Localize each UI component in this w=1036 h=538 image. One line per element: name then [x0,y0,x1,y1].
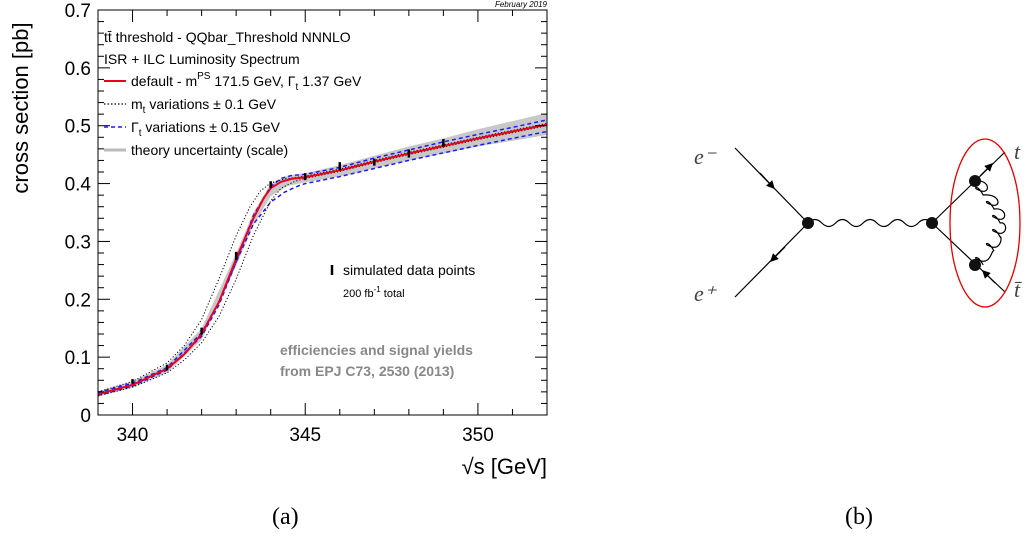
legend: tt̄ threshold - QQbar_Threshold NNNLO IS… [104,29,362,158]
x-tick-label: 350 [462,425,494,446]
label-e-minus: e⁻ [694,144,718,169]
label-e-plus: e⁺ [694,281,718,306]
electron-arrow [759,172,775,190]
y-tick-label: 0.4 [65,175,92,196]
y-tick-label: 0.5 [65,117,91,138]
legend-entry-default: default - mPS 171.5 GeV, Γt 1.37 GeV [131,71,362,93]
data-points-label: simulated data points [343,262,475,278]
series-line-default [97,123,548,396]
vertex-ee [802,217,814,229]
caption-b: (b) [845,504,873,530]
positron-arrow [770,246,786,262]
data-points-legend: simulated data points 200 fb-1 total [330,262,475,300]
feynman-diagram: e⁻ e⁺ t t̄ [694,138,1022,308]
positron-line [734,222,809,298]
x-tick-label: 345 [289,425,321,446]
theory-uncertainty-band [98,113,547,397]
date-stamp: February 2019 [495,0,548,9]
efficiency-note-1: efficiencies and signal yields [280,342,473,358]
legend-entry-mt: mt variations ± 0.1 GeV [131,96,277,116]
cross-section-chart: 0 0.1 0.2 0.3 0.4 0.5 0.6 0.7 340 345 350 February… [8,0,548,479]
lumi-label: 200 fb-1 total [343,285,405,300]
y-tick-label: 0.2 [65,290,91,311]
x-tick-label: 340 [117,425,149,446]
axes-layer: 0 0.1 0.2 0.3 0.4 0.5 0.6 0.7 340 345 350 [65,1,548,446]
bound-state-ellipse [949,138,1021,308]
top-line [931,151,1006,224]
caption-a: (a) [272,504,299,530]
legend-title-2: ISR + ILC Luminosity Spectrum [104,51,300,67]
y-tick-label: 0.6 [65,59,91,80]
x-axis-title: √s [GeV] [462,454,547,479]
y-axis-title: cross section [pb] [8,22,33,193]
efficiency-note-2: from EPJ C73, 2530 (2013) [280,363,454,379]
vertex-tt [926,217,938,229]
gluon-exchange [974,180,1007,266]
y-tick-label: 0.7 [65,1,91,22]
legend-entry-theory: theory uncertainty (scale) [131,142,288,158]
vertex-gluon-antitop [969,259,981,271]
y-tick-label: 0.1 [65,348,91,369]
top-arrow [979,163,993,177]
series-line-gamma-plus [97,130,548,394]
antitop-arrow [982,270,996,284]
legend-entry-gamma: Γt variations ± 0.15 GeV [131,119,281,139]
photon-propagator [807,218,933,228]
y-tick-label: 0 [80,406,91,427]
label-antitop: t̄ [1014,277,1022,302]
y-tick-label: 0.3 [65,232,91,253]
plot-frame [97,9,548,416]
vertex-gluon-top [969,175,981,187]
plot-layer [97,113,548,397]
label-top: t [1014,139,1021,164]
legend-title-1: tt̄ threshold - QQbar_Threshold NNNLO [104,29,351,45]
